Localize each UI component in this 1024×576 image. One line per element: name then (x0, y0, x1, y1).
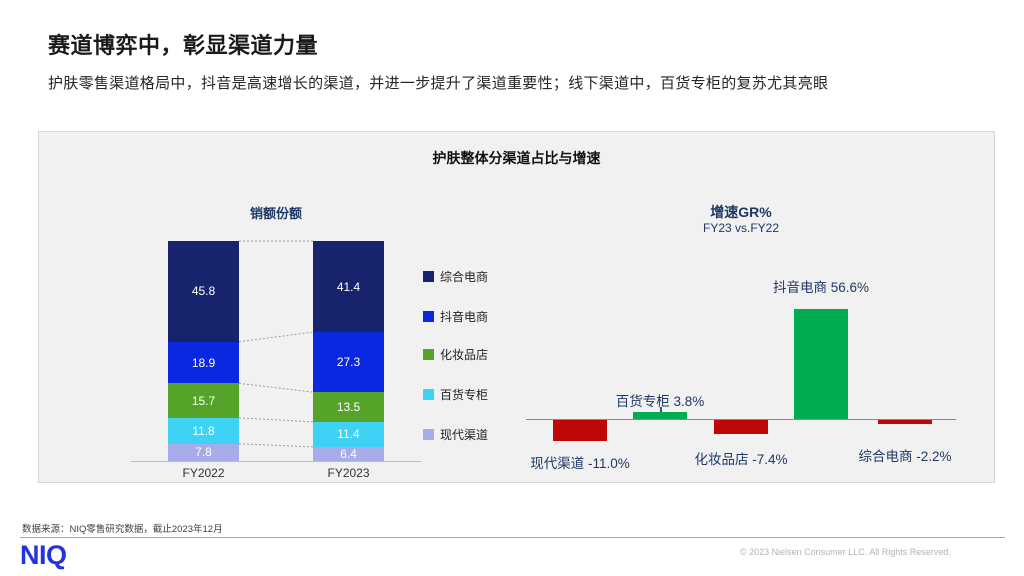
page-title: 赛道博弈中，彰显渠道力量 (48, 33, 319, 58)
legend-label: 化妆品店 (440, 348, 489, 362)
growth-bar-化妆品店 (714, 420, 768, 435)
source-note: 数据来源：NIQ零售研究数据，截止2023年12月 (22, 524, 223, 535)
legend-label: 抖音电商 (440, 310, 489, 324)
legend-item-抖音电商: 抖音电商 (423, 308, 488, 325)
legend-label: 现代渠道 (440, 428, 489, 442)
footer-divider (20, 537, 1005, 538)
legend-swatch (423, 271, 434, 282)
legend-item-化妆品店: 化妆品店 (423, 346, 488, 363)
legend-label: 综合电商 (440, 270, 489, 284)
legend-swatch (423, 349, 434, 360)
niq-logo: NIQ (20, 540, 67, 570)
copyright: © 2023 Nielsen Consumer LLC. All Rights … (740, 547, 951, 557)
segment-综合电商: 41.4 (313, 241, 384, 333)
segment-抖音电商: 27.3 (313, 332, 384, 393)
stacked-bar-FY2023: 41.4 27.3 13.5 11.4 6.4 (313, 241, 384, 461)
chart-panel: 护肤整体分渠道占比与增速 销额份额 45.8 18.9 15.7 11.8 7.8 41.… (38, 131, 995, 483)
label-leader-line (660, 407, 662, 412)
legend-swatch (423, 389, 434, 400)
stacked-bar-FY2022: 45.8 18.9 15.7 11.8 7.8 (168, 241, 239, 461)
growth-label-综合电商: 综合电商 -2.2% (858, 449, 952, 464)
segment-百货专柜: 11.8 (168, 417, 239, 444)
segment-现代渠道: 6.4 (313, 446, 384, 461)
segment-抖音电商: 18.9 (168, 341, 239, 384)
growth-bar-抖音电商 (794, 309, 848, 419)
growth-chart-subtitle: FY23 vs.FY22 (702, 221, 780, 235)
share-x-label: FY2022 (182, 466, 225, 480)
page-subtitle: 护肤零售渠道格局中，抖音是高速增长的渠道，并进一步提升了渠道重要性；线下渠道中，… (48, 75, 829, 92)
segment-化妆品店: 15.7 (168, 383, 239, 418)
growth-label-化妆品店: 化妆品店 -7.4% (694, 452, 788, 467)
segment-化妆品店: 13.5 (313, 392, 384, 422)
growth-label-抖音电商: 抖音电商 56.6% (772, 280, 870, 295)
segment-综合电商: 45.8 (168, 241, 239, 342)
share-x-axis (131, 461, 421, 462)
growth-bar-百货专柜 (633, 411, 687, 419)
segment-百货专柜: 11.4 (313, 421, 384, 447)
growth-bar-综合电商 (878, 420, 932, 425)
legend-swatch (423, 429, 434, 440)
growth-x-axis (526, 419, 956, 420)
growth-label-百货专柜: 百货专柜 3.8% (615, 394, 705, 409)
legend-label: 百货专柜 (440, 388, 489, 402)
legend-swatch (423, 311, 434, 322)
growth-bar-现代渠道 (553, 420, 607, 442)
panel-title: 护肤整体分渠道占比与增速 (432, 150, 601, 166)
legend-item-现代渠道: 现代渠道 (423, 426, 488, 443)
growth-chart-title: 增速GR% (710, 204, 772, 220)
share-chart-title: 销额份额 (249, 206, 302, 221)
share-x-label: FY2023 (327, 466, 370, 480)
legend-item-综合电商: 综合电商 (423, 268, 488, 285)
growth-label-现代渠道: 现代渠道 -11.0% (530, 456, 630, 471)
legend-item-百货专柜: 百货专柜 (423, 386, 488, 403)
segment-现代渠道: 7.8 (168, 443, 239, 461)
